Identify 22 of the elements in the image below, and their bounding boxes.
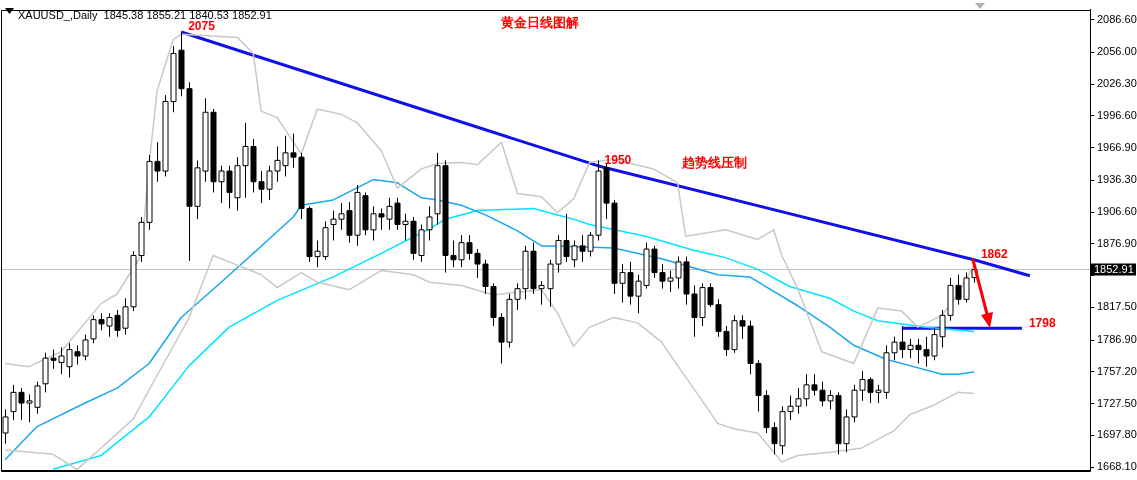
y-tick-label: 1757.20 (1097, 364, 1137, 377)
data-label: 1950 (604, 153, 632, 168)
data-label: 1862 (980, 247, 1008, 262)
y-tick-label: 1996.60 (1097, 108, 1137, 121)
y-tick-label: 1817.50 (1097, 300, 1137, 313)
y-tick-label: 1668.10 (1097, 460, 1137, 473)
chart-subtitle: 黄金日线图解 (500, 14, 580, 30)
y-tick-label: 1697.80 (1097, 428, 1137, 441)
y-tick-label: 2056.00 (1097, 45, 1137, 58)
y-tick-label: 1906.60 (1097, 205, 1137, 218)
y-tick-label: 1727.50 (1097, 396, 1137, 409)
chart-title: XAUUSD_,Daily 1845.38 1855.21 1840.53 1852.91 (18, 8, 272, 21)
data-label: 1798 (1028, 315, 1056, 330)
annotation: 趋势线压制 (680, 155, 747, 171)
y-tick-label: 2026.30 (1097, 77, 1137, 90)
y-tick-label: 1876.90 (1097, 236, 1137, 249)
ref-line-label: 1852.91 (1094, 262, 1134, 275)
data-label: 2075 (188, 19, 216, 34)
y-tick-label: 1786.90 (1097, 333, 1137, 346)
y-tick-label: 2086.60 (1097, 12, 1137, 25)
y-tick-label: 1936.30 (1097, 173, 1137, 186)
y-tick-label: 1966.90 (1097, 140, 1137, 153)
